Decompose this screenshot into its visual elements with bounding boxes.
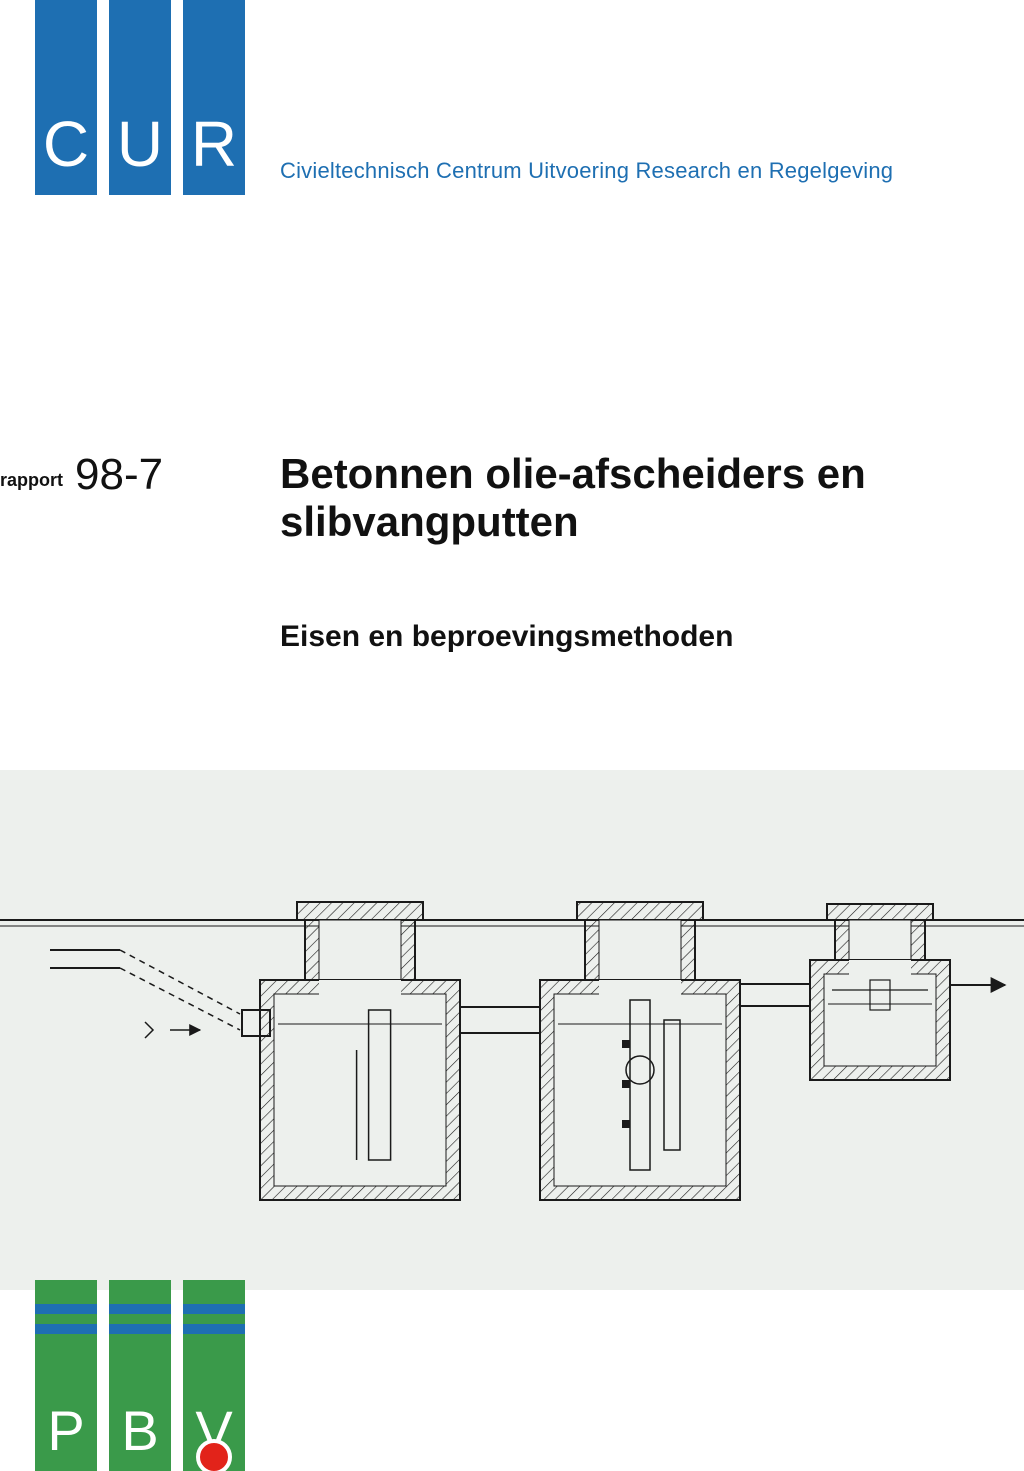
pbv-stripe xyxy=(35,1304,97,1314)
cur-letter-u: U xyxy=(117,107,163,181)
pbv-stripe xyxy=(35,1324,97,1334)
cur-logo-block-u: U xyxy=(109,0,171,195)
organization-name: Civieltechnisch Centrum Uitvoering Resea… xyxy=(280,158,893,184)
pbv-logo: P B V xyxy=(35,1280,245,1471)
cur-logo-block-c: C xyxy=(35,0,97,195)
pbv-dot-icon xyxy=(196,1439,232,1471)
report-cover-page: C U R Civieltechnisch Centrum Uitvoering… xyxy=(0,0,1024,1471)
pbv-letter-p: P xyxy=(47,1398,84,1463)
document-subtitle: Eisen en beproevingsmethoden xyxy=(280,620,733,654)
pbv-stripe xyxy=(109,1324,171,1334)
pbv-stripe xyxy=(183,1304,245,1314)
pbv-logo-block-b: B xyxy=(109,1280,171,1471)
report-number: 98-7 xyxy=(75,450,163,500)
pbv-letter-b: B xyxy=(121,1398,158,1463)
document-title: Betonnen olie-afscheiders en slibvangput… xyxy=(280,450,984,547)
technical-diagram xyxy=(0,770,1024,1290)
cur-logo: C U R xyxy=(35,0,245,195)
report-label: rapport xyxy=(0,470,63,491)
cur-letter-c: C xyxy=(43,107,89,181)
pbv-logo-block-p: P xyxy=(35,1280,97,1471)
cur-logo-block-r: R xyxy=(183,0,245,195)
pbv-stripe xyxy=(109,1304,171,1314)
diagram-svg xyxy=(0,770,1024,1290)
cur-letter-r: R xyxy=(191,107,237,181)
pbv-logo-block-v: V xyxy=(183,1280,245,1471)
pbv-stripe xyxy=(183,1324,245,1334)
